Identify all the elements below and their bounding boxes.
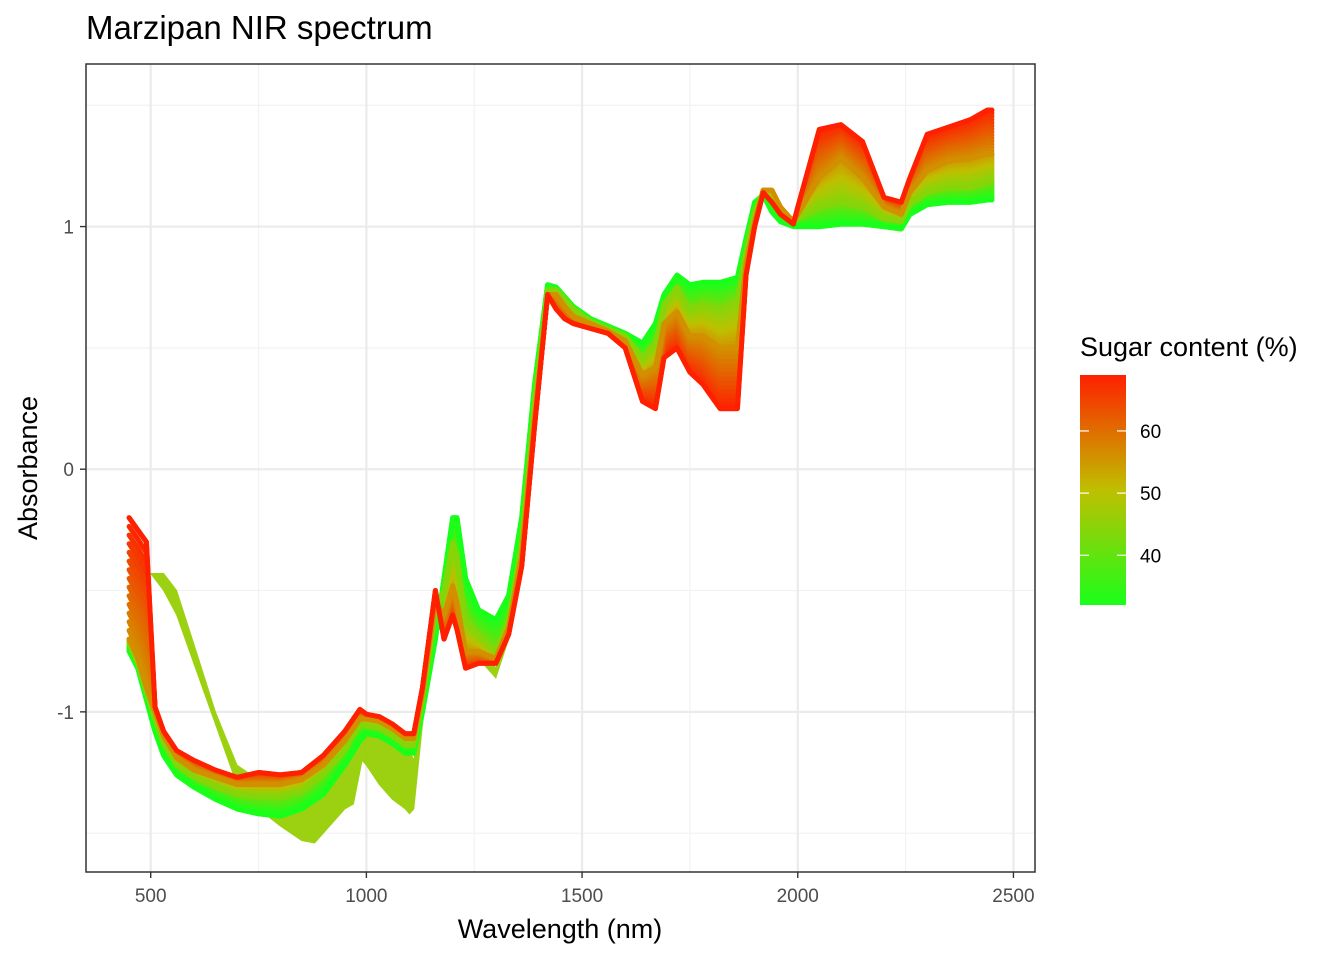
chart-title: Marzipan NIR spectrum [86, 9, 433, 46]
plot-panel [85, 63, 1036, 873]
y-tick-label: 0 [63, 460, 74, 481]
x-tick-label: 1500 [561, 886, 603, 907]
legend-tick-label: 60 [1140, 422, 1161, 443]
series-layer [126, 107, 995, 844]
x-tick-label: 2000 [777, 886, 819, 907]
y-tick-label: -1 [57, 703, 74, 724]
x-tick-label: 1000 [345, 886, 387, 907]
legend-tick-label: 40 [1140, 546, 1161, 567]
x-tick-label: 500 [135, 886, 167, 907]
legend-colorbar [1080, 375, 1126, 605]
y-tick-label: 1 [63, 218, 74, 239]
legend-title: Sugar content (%) [1080, 332, 1298, 362]
series-line [126, 192, 995, 819]
series-line [126, 178, 995, 800]
y-axis: -1 0 1 [57, 218, 86, 724]
x-tick-label: 2500 [992, 886, 1034, 907]
legend-ticks: 40 50 60 [1080, 422, 1161, 567]
series-line [126, 107, 995, 780]
legend-tick-label: 50 [1140, 484, 1161, 505]
panel-border [85, 63, 1036, 873]
x-axis: 500 1000 1500 2000 2500 [135, 872, 1035, 907]
series-line [126, 151, 995, 788]
x-axis-title: Wavelength (nm) [458, 914, 663, 944]
legend: Sugar content (%) 40 50 60 [1080, 332, 1298, 605]
y-axis-title: Absorbance [13, 396, 43, 540]
